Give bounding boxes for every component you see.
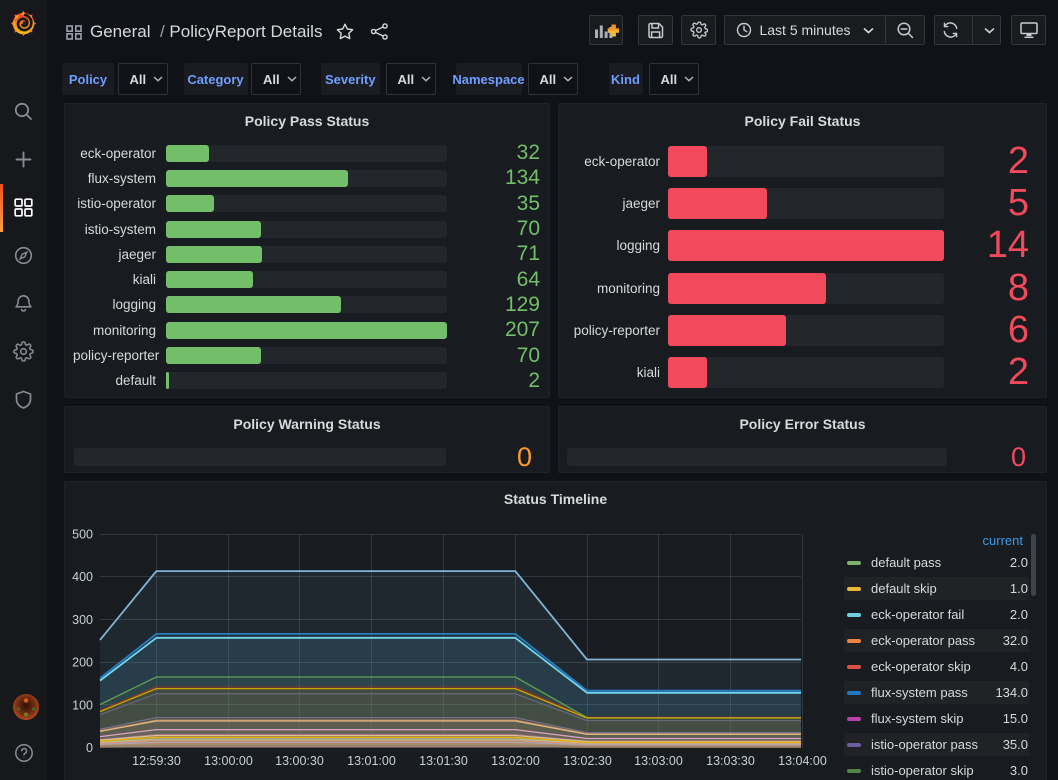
svg-text:13:00:00: 13:00:00 — [204, 754, 253, 768]
svg-text:400: 400 — [72, 570, 93, 584]
svg-text:13:01:00: 13:01:00 — [347, 754, 396, 768]
svg-text:100: 100 — [72, 698, 93, 712]
svg-text:12:59:30: 12:59:30 — [132, 754, 181, 768]
svg-text:200: 200 — [72, 656, 93, 670]
svg-text:13:02:00: 13:02:00 — [491, 754, 540, 768]
svg-text:500: 500 — [72, 528, 93, 542]
svg-text:300: 300 — [72, 613, 93, 627]
svg-text:13:00:30: 13:00:30 — [275, 754, 324, 768]
svg-text:13:03:30: 13:03:30 — [706, 754, 755, 768]
svg-text:13:02:30: 13:02:30 — [563, 754, 612, 768]
svg-text:13:01:30: 13:01:30 — [419, 754, 468, 768]
svg-text:13:03:00: 13:03:00 — [634, 754, 683, 768]
svg-text:13:04:00: 13:04:00 — [778, 754, 827, 768]
svg-text:0: 0 — [86, 741, 93, 755]
